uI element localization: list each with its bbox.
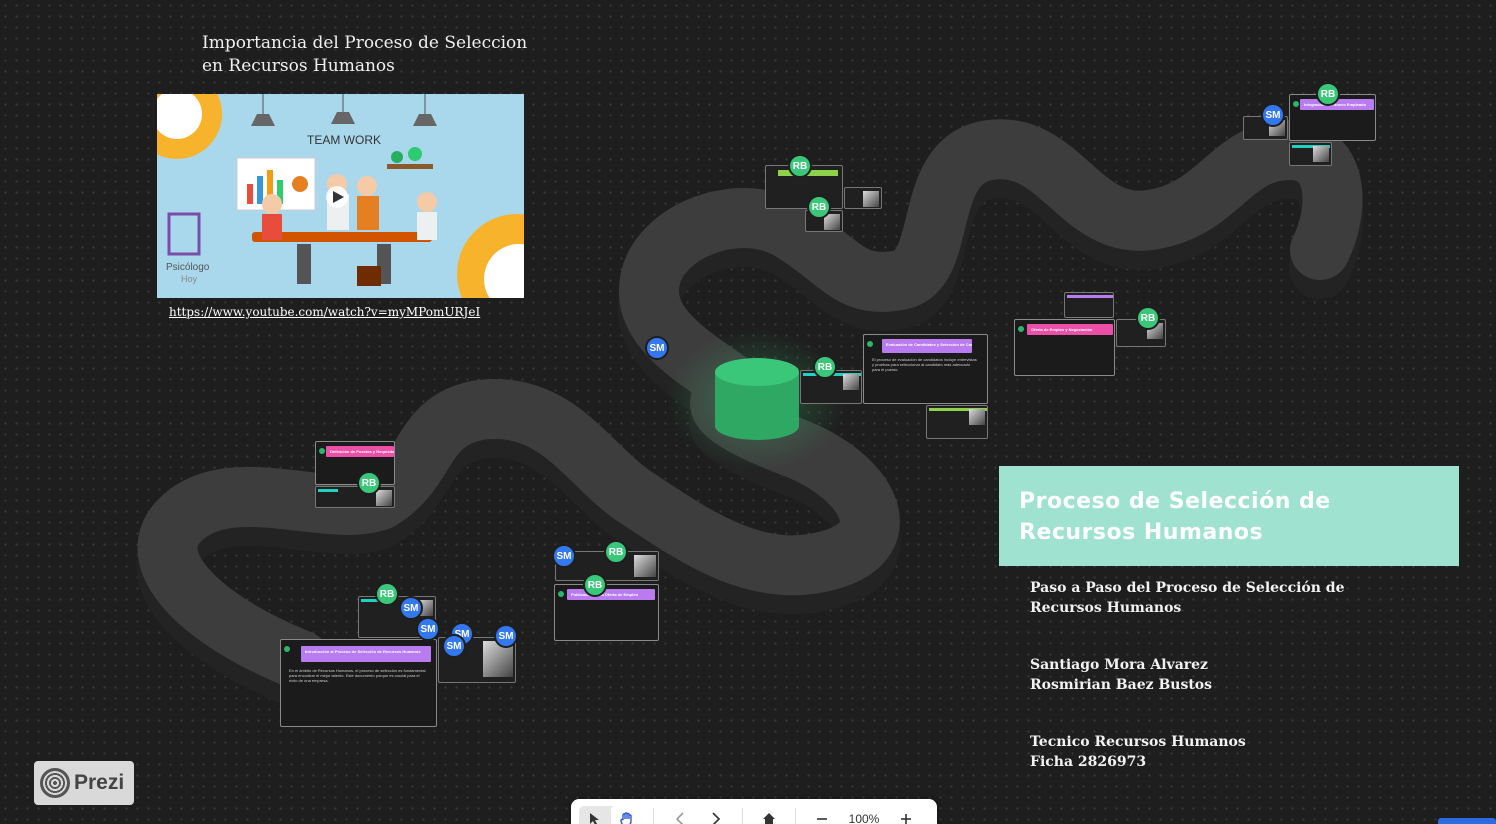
zoom-out-button[interactable] [806, 806, 838, 824]
toolbar-divider [795, 808, 796, 824]
card-introduccion[interactable]: Introducción al Proceso de Selección de … [280, 639, 437, 727]
collaborator-avatar-rb[interactable]: RB [788, 154, 812, 178]
collaborator-avatar-rb[interactable]: RB [604, 540, 628, 564]
card-mini[interactable] [844, 187, 882, 209]
card-definicion[interactable]: Definición de Puestos y Requisitos [315, 441, 395, 485]
card-dot-icon [1018, 326, 1024, 332]
presentation-title: Proceso de Selección de Recursos Humanos [1019, 489, 1331, 545]
program-info: Tecnico Recursos Humanos Ficha 2826973 [1030, 733, 1360, 772]
card-dot-icon [319, 448, 325, 454]
card-dot-icon [1293, 101, 1299, 107]
card-mini[interactable] [1289, 142, 1332, 166]
program-name: Tecnico Recursos Humanos [1030, 734, 1246, 750]
thumbnail-brand: Psicólogo [166, 262, 210, 273]
collaborator-avatar-rb[interactable]: RB [357, 471, 381, 495]
collaborator-avatar-rb[interactable]: RB [807, 195, 831, 219]
pointer-icon [590, 813, 599, 824]
collaborator-avatar-sm[interactable]: SM [399, 596, 423, 620]
corner-action-button[interactable] [1438, 818, 1496, 824]
image-thumb [969, 409, 985, 425]
prezi-logo[interactable]: Prezi [34, 761, 134, 805]
card-publicacion[interactable]: Publicación de la Oferta de Empleo [554, 584, 659, 641]
start-cylinder [715, 358, 799, 440]
collaborator-avatar-sm[interactable]: SM [552, 544, 576, 568]
card-mini[interactable] [926, 405, 988, 439]
image-thumb [843, 374, 859, 390]
collaborator-avatar-sm[interactable]: SM [416, 617, 440, 641]
hand-icon [620, 812, 632, 824]
ficha-number: Ficha 2826973 [1030, 753, 1147, 770]
card-dot-icon [284, 646, 290, 652]
subtitle-line-1: Paso a Paso del Proceso de Selección de [1030, 580, 1345, 596]
card-evaluacion[interactable]: Evaluación de Candidatos y Selección de … [863, 334, 988, 404]
card-text: El proceso de evaluación de candidatos i… [872, 357, 977, 372]
home-button[interactable] [753, 806, 785, 824]
toolbar-divider [653, 808, 654, 824]
image-thumb [1313, 146, 1329, 162]
thumbnail-brand-sub: Hoy [181, 274, 198, 284]
chevron-left-icon [675, 812, 684, 824]
chevron-right-icon [712, 812, 721, 824]
card-mini[interactable] [315, 486, 395, 508]
card-dot-icon [867, 341, 873, 347]
collaborator-avatar-sm[interactable]: SM [442, 634, 466, 658]
card-title: Introducción al Proceso de Selección de … [301, 646, 431, 662]
image-thumb [824, 214, 840, 230]
presentation-title-box[interactable]: Proceso de Selección de Recursos Humanos [999, 466, 1459, 566]
team-work-illustration [157, 94, 524, 298]
card-dot-icon [558, 591, 564, 597]
collaborator-avatar-rb[interactable]: RB [583, 573, 607, 597]
card-title: Evaluación de Candidatos y Selección de … [882, 339, 972, 353]
prezi-logo-text: Prezi [74, 771, 125, 794]
collaborator-avatar-rb[interactable]: RB [1316, 82, 1340, 106]
collaborator-avatar-rb[interactable]: RB [813, 355, 837, 379]
video-title: Importancia del Proceso de Seleccion en … [202, 33, 528, 76]
next-button[interactable] [700, 806, 732, 824]
home-icon [763, 813, 775, 824]
pan-tool-button[interactable] [611, 806, 643, 824]
image-thumb [634, 555, 656, 577]
thumbnail-heading: TEAM WORK [307, 133, 381, 147]
subtitle-line-2: Recursos Humanos [1030, 599, 1182, 616]
collaborator-avatar-sm[interactable]: SM [494, 624, 518, 648]
collaborator-avatar-sm[interactable]: SM [645, 336, 669, 360]
collaborator-avatar-sm[interactable]: SM [1261, 103, 1285, 127]
card-title: Oferta de Empleo y Negociación [1027, 324, 1113, 335]
select-tool-button[interactable] [579, 806, 611, 824]
image-thumb [376, 490, 392, 506]
card-text: En el ámbito de Recursos Humanos, el pro… [289, 668, 426, 683]
card-title: Publicación de la Oferta de Empleo [567, 589, 655, 600]
authors: Santiago Mora Alvarez Rosmirian Baez Bus… [1030, 656, 1360, 695]
author-1: Santiago Mora Alvarez [1030, 657, 1208, 673]
image-thumb [863, 191, 879, 207]
presentation-subtitle: Paso a Paso del Proceso de Selección de … [1030, 579, 1360, 618]
card-title: Integración del Nuevo Empleado [1300, 99, 1374, 110]
card-title: Definición de Puestos y Requisitos [326, 446, 394, 457]
collaborator-avatar-rb[interactable]: RB [1136, 306, 1160, 330]
collaborator-avatar-rb[interactable]: RB [375, 582, 399, 606]
tool-mode-group [579, 806, 643, 824]
previous-button[interactable] [664, 806, 696, 824]
video-thumbnail[interactable]: TEAM WORK Psicólogo Hoy [157, 94, 524, 298]
author-2: Rosmirian Baez Bustos [1030, 676, 1213, 693]
prezi-logo-icon [40, 768, 70, 798]
minus-icon [817, 818, 827, 820]
video-link[interactable]: https://www.youtube.com/watch?v=myMPomUR… [169, 305, 481, 319]
zoom-in-button[interactable] [890, 806, 922, 824]
card-mini[interactable] [1064, 292, 1114, 318]
card-oferta[interactable]: Oferta de Empleo y Negociación [1014, 319, 1115, 376]
plus-icon [901, 814, 911, 824]
zoom-level: 100% [848, 812, 880, 824]
navigation-toolbar: 100% [571, 799, 937, 824]
toolbar-divider [742, 808, 743, 824]
